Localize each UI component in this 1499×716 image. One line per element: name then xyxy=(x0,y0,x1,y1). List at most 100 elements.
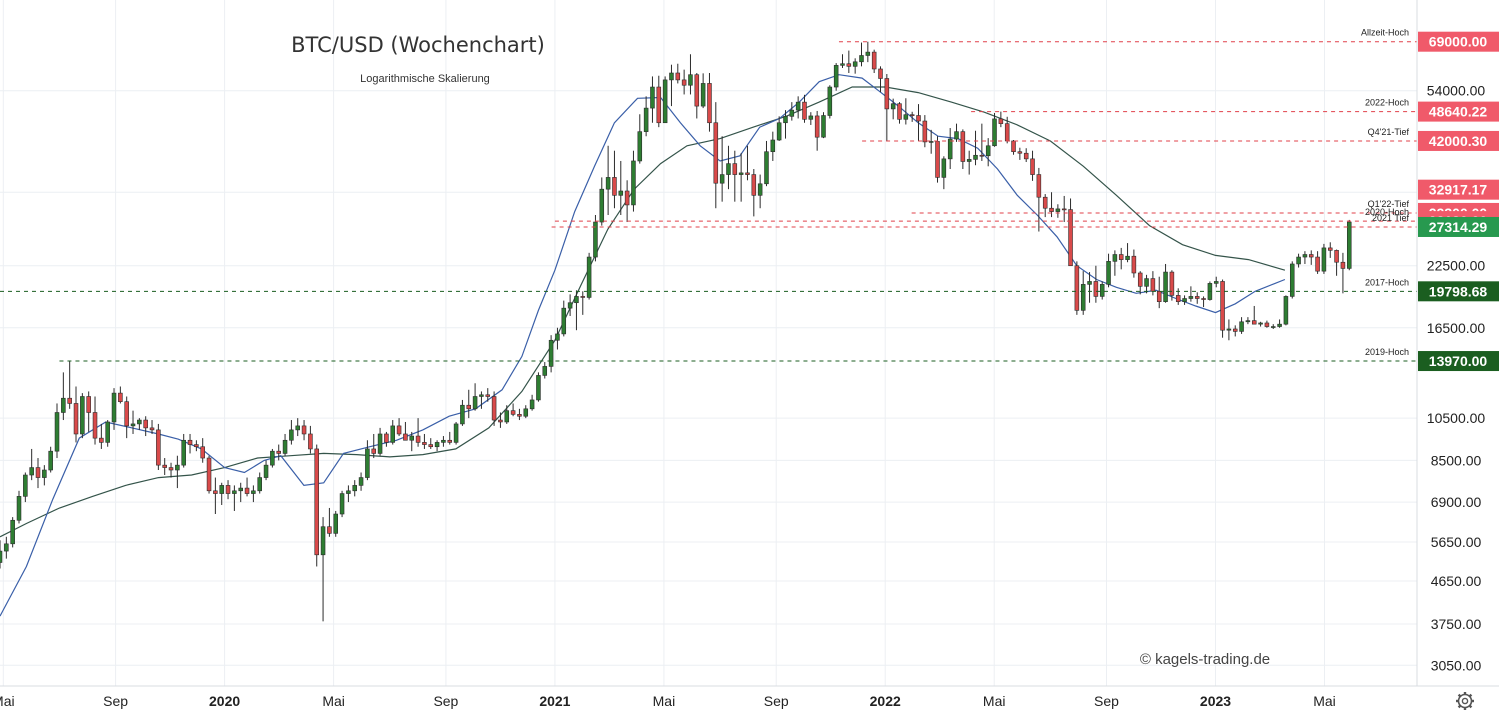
candle-58 xyxy=(365,440,370,481)
price-tag-8: 13970.00 xyxy=(1418,351,1499,372)
candle-body xyxy=(865,51,871,56)
candle-body xyxy=(1220,281,1225,331)
candle-body xyxy=(1308,254,1314,258)
candle-60 xyxy=(377,427,383,456)
candle-body xyxy=(67,397,72,404)
candle-168 xyxy=(1061,195,1067,223)
candle-183 xyxy=(1156,276,1162,309)
candle-131 xyxy=(827,85,833,119)
candle-body xyxy=(656,86,662,124)
candle-37 xyxy=(232,485,237,511)
price-axis[interactable]: 54000.0032500.0022500.0016500.0010500.00… xyxy=(1427,83,1486,674)
candle-72 xyxy=(453,421,459,445)
candle-51 xyxy=(320,517,326,622)
candle-74 xyxy=(466,389,472,419)
candle-132 xyxy=(833,63,839,91)
candle-body xyxy=(789,109,795,117)
candle-body xyxy=(631,160,636,206)
candle-3 xyxy=(16,490,22,524)
candle-73 xyxy=(460,399,465,426)
candle-body xyxy=(422,442,427,445)
ma-slow-line xyxy=(0,86,1286,538)
candle-body xyxy=(1213,281,1219,284)
candle-body xyxy=(4,543,9,552)
candle-body xyxy=(681,79,687,86)
candle-34 xyxy=(213,477,218,515)
candle-body xyxy=(276,450,281,454)
candle-83 xyxy=(523,405,529,419)
candle-body xyxy=(61,397,66,413)
candle-106 xyxy=(669,64,674,107)
candle-body xyxy=(1315,256,1320,272)
x-tick-label: Sep xyxy=(764,693,789,709)
candle-body xyxy=(637,131,643,162)
candle-body xyxy=(124,401,129,427)
candle-0 xyxy=(0,540,3,569)
candle-body xyxy=(846,63,852,67)
price-tag-bg xyxy=(1418,216,1499,237)
settings-gear-icon[interactable] xyxy=(1456,692,1474,710)
candle-27 xyxy=(168,462,174,478)
candle-107 xyxy=(675,63,681,84)
candle-64 xyxy=(403,421,408,441)
y-tick-label: 10500.00 xyxy=(1427,410,1486,426)
candle-110 xyxy=(694,73,700,119)
candle-body xyxy=(314,448,319,556)
candle-181 xyxy=(1144,274,1149,294)
candle-body xyxy=(23,474,28,497)
candle-body xyxy=(428,444,434,448)
candle-56 xyxy=(352,480,357,497)
candle-87 xyxy=(548,335,554,373)
candle-63 xyxy=(396,418,402,437)
level-name: 2019-Hoch xyxy=(1365,347,1409,357)
candle-19 xyxy=(118,386,123,404)
candle-body xyxy=(1093,281,1099,297)
candle-65 xyxy=(409,431,415,452)
candle-5 xyxy=(29,448,34,481)
candle-body xyxy=(289,429,294,441)
candle-body xyxy=(808,115,814,120)
candle-133 xyxy=(840,54,845,68)
candle-137 xyxy=(865,41,871,63)
level-name: 2020-Hoch xyxy=(1365,207,1409,217)
candle-208 xyxy=(1315,251,1320,274)
candle-164 xyxy=(1036,167,1042,232)
candle-body xyxy=(903,114,909,120)
level-name: 2022-Hoch xyxy=(1365,98,1409,108)
candle-102 xyxy=(643,96,649,137)
candle-101 xyxy=(637,114,643,164)
candle-93 xyxy=(586,252,592,300)
candle-212 xyxy=(1340,252,1346,294)
level-name: 2021 Tief xyxy=(1372,213,1410,223)
candle-99 xyxy=(624,180,630,223)
candle-194 xyxy=(1226,319,1232,341)
candle-61 xyxy=(384,431,389,447)
candle-184 xyxy=(1163,263,1168,303)
candle-176 xyxy=(1112,250,1118,276)
candle-body xyxy=(833,65,839,88)
candle-body xyxy=(1201,298,1206,300)
candle-body xyxy=(1144,278,1149,287)
candle-145 xyxy=(916,104,921,141)
candle-body xyxy=(827,86,833,116)
candle-body xyxy=(726,163,731,175)
moving-average-fast xyxy=(0,74,1286,617)
candle-body xyxy=(327,526,332,534)
time-axis[interactable]: Mai Sep 2020 Mai Sep 2021 Mai Sep 2022 Mai Sep 2023… xyxy=(0,693,1336,709)
candle-18 xyxy=(111,388,117,430)
candle-146 xyxy=(922,115,928,148)
candle-body xyxy=(447,439,453,443)
candle-body xyxy=(973,154,978,160)
candle-202 xyxy=(1277,319,1282,328)
candle-body xyxy=(1175,295,1181,302)
candle-body xyxy=(460,404,465,425)
candle-body xyxy=(1188,296,1194,299)
candle-36 xyxy=(225,480,231,500)
price-tag-value: 48640.22 xyxy=(1429,104,1488,120)
candle-body xyxy=(1302,254,1308,258)
candle-204 xyxy=(1289,261,1295,299)
candle-44 xyxy=(276,444,281,461)
candle-48 xyxy=(301,420,307,441)
